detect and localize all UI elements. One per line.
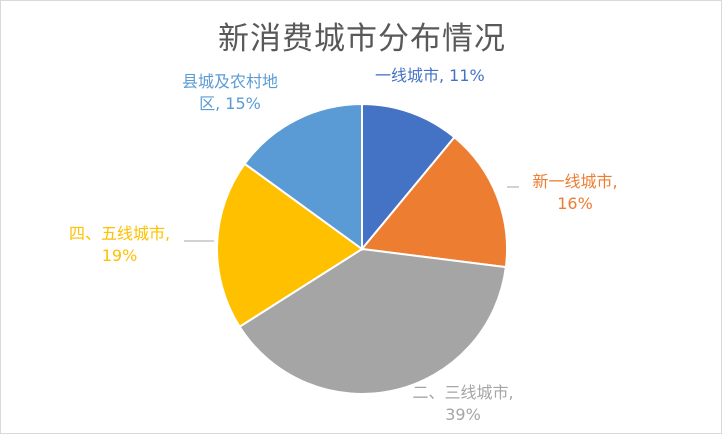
data-label-new-tier1: 新一线城市, 16% <box>520 171 630 215</box>
data-label-new-tier1-line2: 16% <box>557 194 593 213</box>
chart-title: 新消费城市分布情况 <box>218 21 506 57</box>
data-label-county-rural-line2: 区, 15% <box>199 94 261 113</box>
data-label-tier1-line1: 一线城市, 11% <box>375 66 485 85</box>
pie-slice-county-rural <box>243 102 363 251</box>
pie-slice-new-tier1 <box>360 135 508 269</box>
data-label-tier2-3: 二、三线城市, 39% <box>403 382 523 426</box>
pie-slice-tier1 <box>361 102 456 252</box>
pie-slice-tier4-5 <box>216 162 364 329</box>
data-label-tier2-3-line1: 二、三线城市, <box>412 383 514 402</box>
data-label-tier4-5: 四、五线城市, 19% <box>57 223 182 267</box>
data-label-tier1: 一线城市, 11% <box>375 65 485 87</box>
data-label-county-rural-line1: 县城及农村地 <box>181 72 278 91</box>
data-label-tier2-3-line2: 39% <box>445 405 481 424</box>
data-label-county-rural: 县城及农村地 区, 15% <box>165 71 295 115</box>
data-label-new-tier1-line1: 新一线城市, <box>532 172 618 191</box>
data-label-tier4-5-line2: 19% <box>101 246 138 265</box>
data-label-tier4-5-line1: 四、五线城市, <box>68 224 171 243</box>
